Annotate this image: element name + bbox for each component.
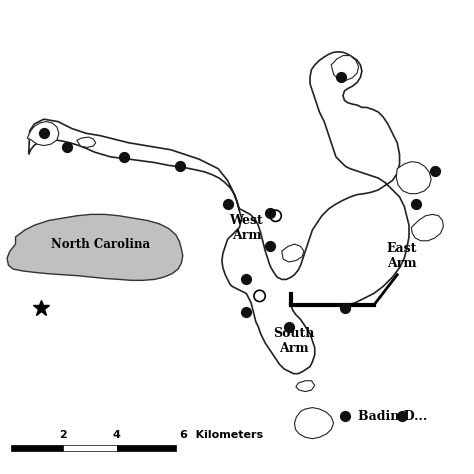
Point: [431, 167, 439, 175]
Text: West
Arm: West Arm: [229, 214, 263, 242]
Point: [412, 200, 420, 208]
Point: [342, 304, 349, 311]
Polygon shape: [411, 214, 443, 241]
Text: South
Arm: South Arm: [273, 327, 314, 355]
Point: [342, 412, 349, 420]
Polygon shape: [29, 52, 409, 374]
Text: 6  Kilometers: 6 Kilometers: [181, 429, 264, 439]
Point: [64, 144, 71, 151]
Text: North Carolina: North Carolina: [51, 237, 150, 251]
Text: Badin D...: Badin D...: [358, 410, 427, 422]
Bar: [11, 445, 63, 451]
Polygon shape: [296, 381, 315, 392]
Point: [243, 309, 250, 316]
Point: [266, 243, 274, 250]
Bar: [63, 445, 117, 451]
Point: [337, 73, 345, 81]
Polygon shape: [294, 408, 334, 438]
Text: East
Arm: East Arm: [387, 242, 417, 270]
Polygon shape: [396, 162, 431, 194]
Polygon shape: [27, 121, 59, 146]
Point: [40, 129, 47, 137]
Polygon shape: [77, 137, 96, 147]
Point: [398, 412, 406, 420]
Point: [243, 275, 250, 283]
Point: [177, 163, 184, 170]
Point: [285, 323, 292, 330]
Point: [224, 200, 231, 208]
Polygon shape: [7, 214, 183, 280]
Text: 4: 4: [113, 429, 121, 439]
Point: [266, 210, 274, 217]
Bar: [117, 445, 176, 451]
Polygon shape: [282, 244, 304, 262]
Text: 2: 2: [59, 429, 66, 439]
Point: [120, 153, 128, 161]
Polygon shape: [331, 55, 358, 81]
